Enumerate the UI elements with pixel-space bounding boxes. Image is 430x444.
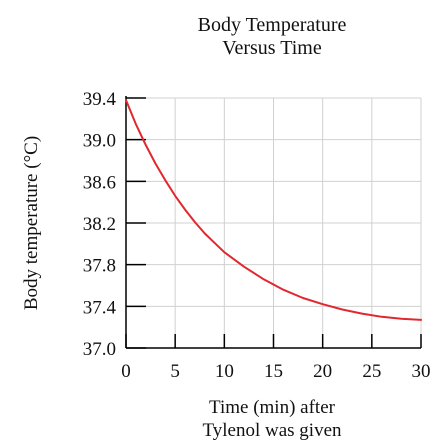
y-axis-label-text: Body temperature (°C) [21,136,42,310]
x-tick-label: 5 [170,361,180,382]
x-axis-label-line: Tylenol was given [202,420,342,441]
x-tick-label: 25 [362,361,381,382]
y-tick-label: 37.8 [83,256,116,277]
x-tick-label: 15 [264,361,283,382]
y-tick-label: 38.6 [83,172,116,193]
y-tick-label: 37.4 [83,297,117,318]
x-axis-label-line: Time (min) after [209,397,336,418]
x-tick-label: 30 [412,361,430,382]
y-tick-label: 39.4 [83,89,117,110]
grid-lines [125,97,422,349]
x-tick-label: 20 [313,361,332,382]
chart-title-line: Versus Time [222,37,322,59]
y-axis-ticks: 37.0 37.4 37.8 38.2 38.6 39.0 39.4 [83,89,146,360]
y-tick-label: 39.0 [83,131,116,152]
x-tick-label: 0 [121,361,131,382]
temperature-curve [125,99,422,321]
x-axis-ticks: 0 5 10 15 20 25 30 [121,334,430,382]
y-axis-label: Body temperature (°C) [21,136,42,310]
y-tick-label: 37.0 [83,339,116,360]
y-tick-label: 38.2 [83,214,116,235]
series [125,99,422,321]
x-tick-label: 10 [215,361,234,382]
chart-title-line: Body Temperature [198,14,347,36]
